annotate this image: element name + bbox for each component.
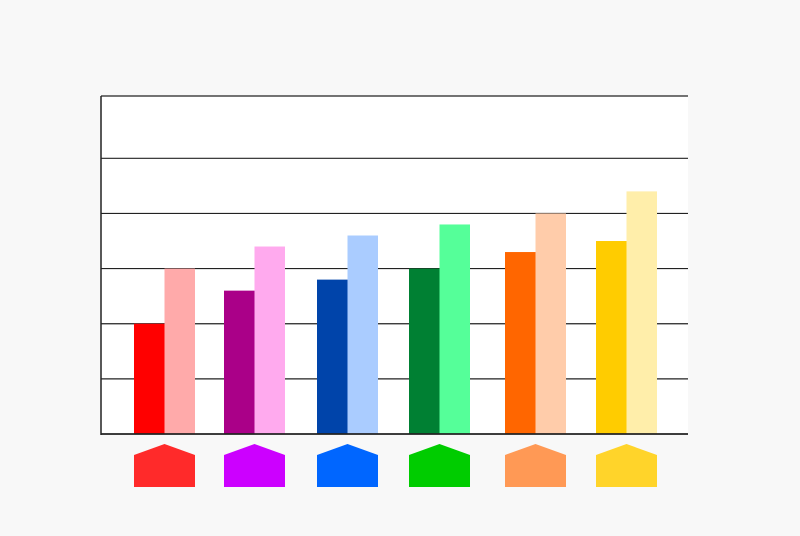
bar-series1-group3 bbox=[317, 279, 348, 434]
plot-area bbox=[101, 96, 688, 434]
bar-series1-group1 bbox=[134, 323, 165, 434]
category-marker-icon-4 bbox=[409, 444, 470, 487]
bar-series2-group3 bbox=[347, 235, 378, 434]
bar-series1-group2 bbox=[224, 290, 255, 434]
bar-series2-group6 bbox=[626, 191, 657, 434]
bar-series1-group4 bbox=[409, 268, 440, 434]
bar-series2-group1 bbox=[164, 268, 195, 434]
bar-series2-group4 bbox=[439, 224, 470, 434]
category-marker-icon-2 bbox=[224, 444, 285, 487]
category-marker-icon-3 bbox=[317, 444, 378, 487]
category-marker-icon-6 bbox=[596, 444, 657, 487]
bar-series2-group2 bbox=[254, 246, 285, 434]
bar-series1-group5 bbox=[505, 252, 536, 434]
category-marker-icon-5 bbox=[505, 444, 566, 487]
bar-series1-group6 bbox=[596, 241, 627, 434]
category-marker-icon-1 bbox=[134, 444, 195, 487]
bar-series2-group5 bbox=[535, 213, 566, 434]
